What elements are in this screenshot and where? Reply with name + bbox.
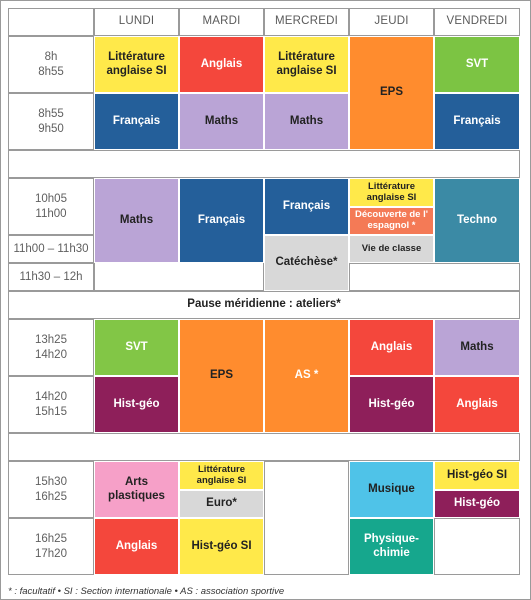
header-corner [8,8,94,36]
day-header-thursday: JEUDI [349,8,434,36]
course-thursday-8: Musique [349,461,434,518]
time-slot-7: 14h20 15h15 [8,376,94,433]
empty-cell [264,461,349,575]
course-friday-3: Techno [434,178,520,263]
course-thursday-1-2: EPS [349,36,434,150]
course-friday-6: Maths [434,319,520,376]
break-row-afternoon [8,433,520,461]
day-header-wednesday: MERCREDI [264,8,349,36]
day-header-friday: VENDREDI [434,8,520,36]
course-thursday-9: Physique-chimie [349,518,434,575]
course-monday-6: SVT [94,319,179,376]
break-row-morning [8,150,520,178]
course-wednesday-2: Maths [264,93,349,150]
course-tuesday-9: Hist-géo SI [179,518,264,575]
course-wednesday-1: Littérature anglaise SI [264,36,349,93]
empty-cell [434,518,520,575]
course-monday-1: Littérature anglaise SI [94,36,179,93]
empty-cell [349,263,520,291]
course-monday-3: Maths [94,178,179,263]
time-slot-5: 11h30 – 12h [8,263,94,291]
course-thursday-3a: Littérature anglaise SI [349,178,434,207]
course-wednesday-3: Français [264,178,349,235]
course-tuesday-8b: Euro* [179,490,264,518]
course-tuesday-6-7: EPS [179,319,264,433]
legend-footnote: * : facultatif • SI : Section internatio… [8,586,285,597]
time-slot-1: 8h 8h55 [8,36,94,93]
time-slot-9: 16h25 17h20 [8,518,94,575]
course-tuesday-3: Français [179,178,264,263]
course-thursday-3b: Découverte de l' espagnol * [349,207,434,235]
lunch-break-row: Pause méridienne : ateliers* [8,291,520,319]
time-slot-2: 8h55 9h50 [8,93,94,150]
course-friday-7: Anglais [434,376,520,433]
course-friday-1: SVT [434,36,520,93]
course-monday-8: Arts plastiques [94,461,179,518]
course-friday-8b: Hist-géo [434,490,520,518]
course-thursday-4: Vie de classe [349,235,434,263]
course-friday-8a: Hist-géo SI [434,461,520,490]
course-thursday-7: Hist-géo [349,376,434,433]
course-tuesday-8a: Littérature anglaise SI [179,461,264,490]
course-monday-9: Anglais [94,518,179,575]
time-slot-4: 11h00 – 11h30 [8,235,94,263]
time-slot-6: 13h25 14h20 [8,319,94,376]
course-tuesday-1: Anglais [179,36,264,93]
course-tuesday-2: Maths [179,93,264,150]
time-slot-8: 15h30 16h25 [8,461,94,518]
course-wednesday-6-7: AS * [264,319,349,433]
course-monday-2: Français [94,93,179,150]
course-friday-2: Français [434,93,520,150]
day-header-tuesday: MARDI [179,8,264,36]
course-thursday-6: Anglais [349,319,434,376]
day-header-monday: LUNDI [94,8,179,36]
course-monday-7: Hist-géo [94,376,179,433]
time-slot-3: 10h05 11h00 [8,178,94,235]
course-wednesday-4-5: Catéchèse* [264,235,349,291]
